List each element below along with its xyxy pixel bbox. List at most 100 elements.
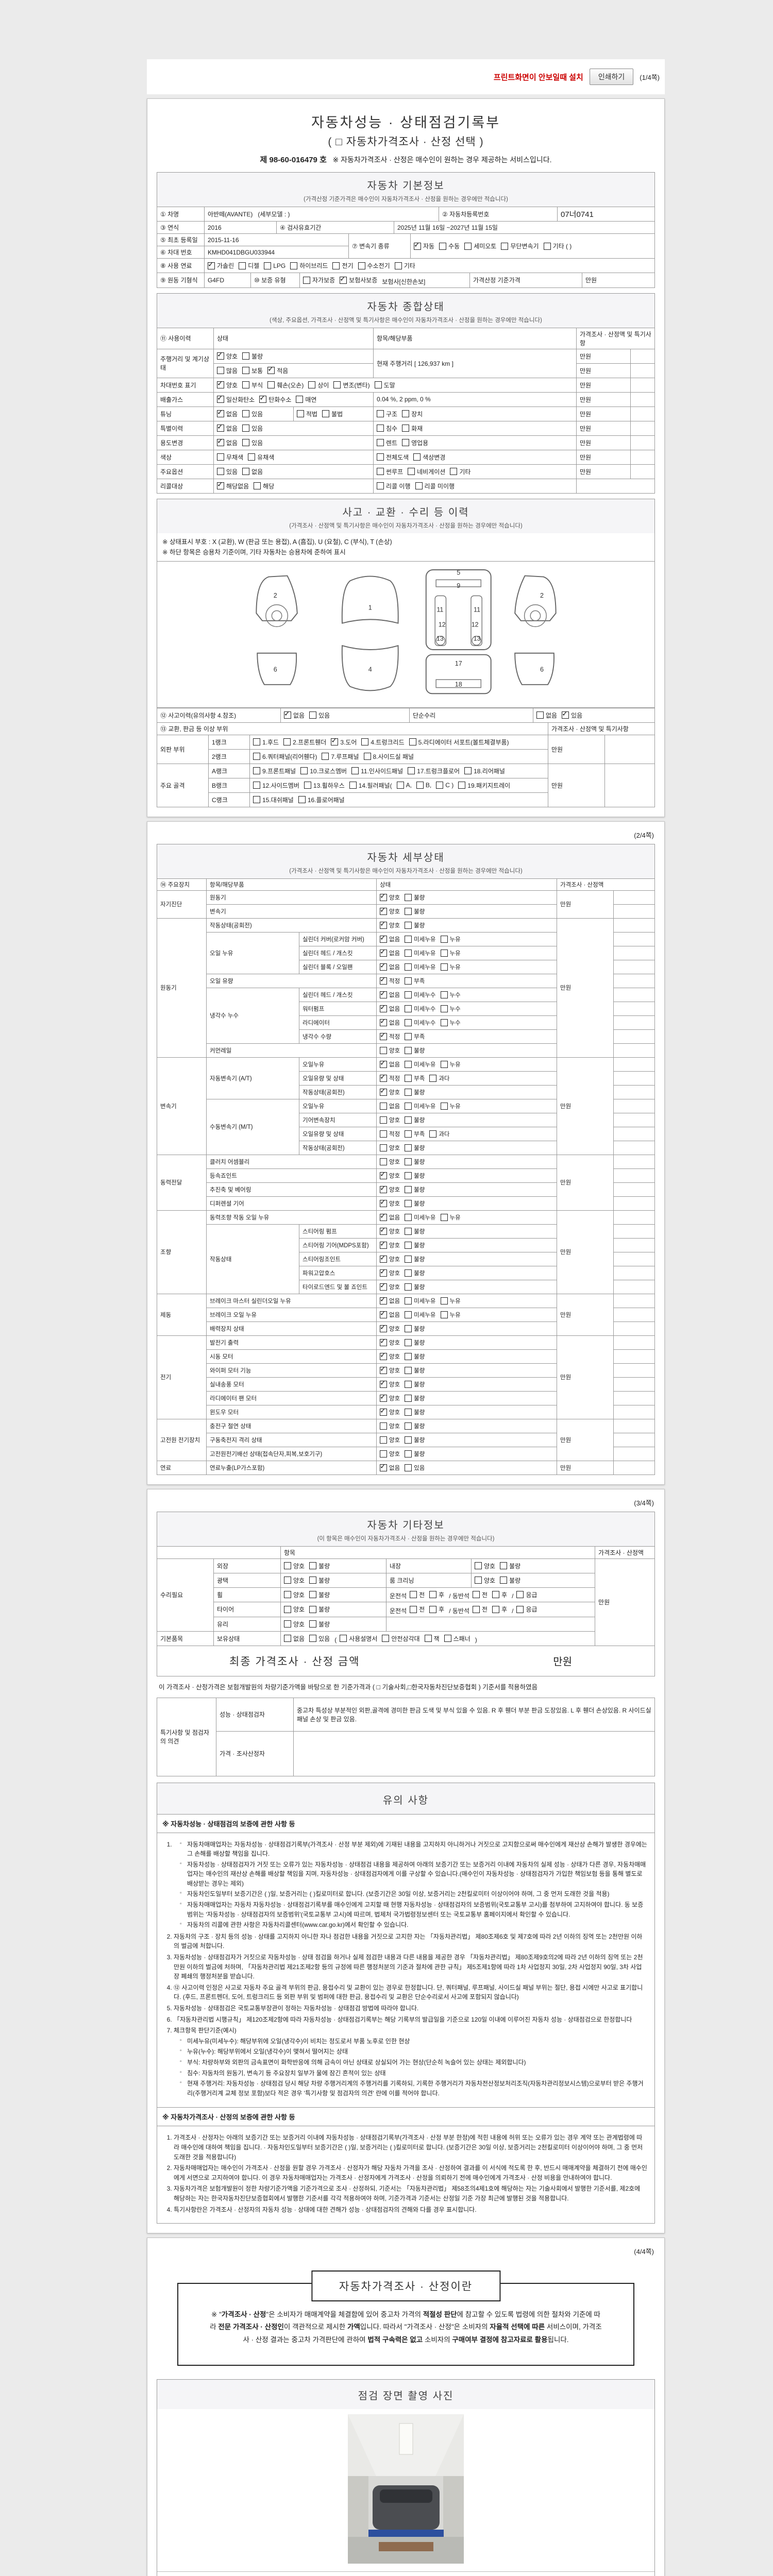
unchecked-checkbox-icon[interactable] bbox=[380, 1102, 387, 1110]
checkbox-option[interactable]: 없음 bbox=[284, 1634, 305, 1643]
checkbox-option[interactable]: B, bbox=[416, 782, 431, 789]
checkbox-option[interactable]: 불량 bbox=[405, 1450, 425, 1458]
checkbox-option[interactable]: 후 bbox=[492, 1590, 507, 1599]
checkbox-option[interactable]: 불량 bbox=[405, 1283, 425, 1291]
unchecked-checkbox-icon[interactable] bbox=[284, 1577, 291, 1584]
checked-checkbox-icon[interactable] bbox=[380, 1226, 387, 1235]
unchecked-checkbox-icon[interactable] bbox=[242, 352, 250, 360]
unchecked-checkbox-icon[interactable] bbox=[405, 1338, 412, 1346]
checkbox-option[interactable]: 9.프론트패널 bbox=[253, 767, 296, 775]
checkbox-option[interactable]: 미세누유 bbox=[405, 1213, 436, 1222]
unchecked-checkbox-icon[interactable] bbox=[396, 782, 404, 789]
checked-checkbox-icon[interactable] bbox=[340, 275, 347, 284]
checkbox-option[interactable]: 전 bbox=[410, 1590, 425, 1599]
unchecked-checkbox-icon[interactable] bbox=[405, 949, 412, 957]
checkbox-option[interactable]: 없음 bbox=[380, 1295, 400, 1305]
unchecked-checkbox-icon[interactable] bbox=[405, 1172, 412, 1179]
unchecked-checkbox-icon[interactable] bbox=[416, 782, 424, 789]
unchecked-checkbox-icon[interactable] bbox=[284, 1605, 291, 1613]
unchecked-checkbox-icon[interactable] bbox=[405, 1019, 412, 1026]
unchecked-checkbox-icon[interactable] bbox=[429, 1074, 437, 1082]
unchecked-checkbox-icon[interactable] bbox=[322, 410, 330, 417]
unchecked-checkbox-icon[interactable] bbox=[405, 893, 412, 901]
unchecked-checkbox-icon[interactable] bbox=[380, 1422, 387, 1430]
unchecked-checkbox-icon[interactable] bbox=[304, 782, 311, 789]
checked-checkbox-icon[interactable] bbox=[380, 1379, 387, 1388]
unchecked-checkbox-icon[interactable] bbox=[242, 468, 250, 475]
unchecked-checkbox-icon[interactable] bbox=[444, 1635, 451, 1642]
checkbox-option[interactable]: 누유 bbox=[440, 949, 461, 957]
checked-checkbox-icon[interactable] bbox=[380, 1323, 387, 1332]
checkbox-option[interactable]: 양호 bbox=[284, 1590, 305, 1599]
checkbox-option[interactable]: 양호 bbox=[380, 1337, 400, 1347]
checkbox-option[interactable]: 있음 bbox=[405, 1464, 425, 1472]
checkbox-option[interactable]: 부식 bbox=[242, 381, 263, 389]
checkbox-option[interactable]: 불량 bbox=[309, 1605, 330, 1614]
unchecked-checkbox-icon[interactable] bbox=[492, 1605, 500, 1613]
checkbox-option[interactable]: 12.사이드멤버 bbox=[253, 781, 299, 790]
checkbox-option[interactable]: 리콜 미이행 bbox=[415, 482, 455, 490]
checked-checkbox-icon[interactable] bbox=[380, 892, 387, 901]
unchecked-checkbox-icon[interactable] bbox=[377, 453, 384, 461]
checkbox-option[interactable]: 미세누유 bbox=[405, 1311, 436, 1319]
checkbox-option[interactable]: 불량 bbox=[405, 1241, 425, 1249]
checkbox-option[interactable]: 양호 bbox=[217, 350, 238, 361]
checkbox-option[interactable]: 누유 bbox=[440, 1297, 461, 1305]
checked-checkbox-icon[interactable] bbox=[380, 1406, 387, 1416]
checkbox-option[interactable]: 기타 bbox=[450, 467, 470, 476]
unchecked-checkbox-icon[interactable] bbox=[492, 1591, 500, 1598]
checkbox-option[interactable]: 미세누유 bbox=[405, 1297, 436, 1305]
checkbox-option[interactable]: 양호 bbox=[380, 906, 400, 916]
unchecked-checkbox-icon[interactable] bbox=[440, 1102, 448, 1110]
checkbox-option[interactable]: 6.쿼터패널(리어휀다) bbox=[253, 752, 317, 761]
checkbox-option[interactable]: 해당없음 bbox=[217, 480, 249, 490]
checkbox-option[interactable]: 있음 bbox=[309, 1634, 330, 1643]
unchecked-checkbox-icon[interactable] bbox=[405, 1199, 412, 1207]
checkbox-option[interactable]: 1.후드 bbox=[253, 738, 279, 747]
unchecked-checkbox-icon[interactable] bbox=[429, 1591, 437, 1598]
unchecked-checkbox-icon[interactable] bbox=[267, 381, 275, 388]
unchecked-checkbox-icon[interactable] bbox=[405, 921, 412, 929]
checked-checkbox-icon[interactable] bbox=[380, 1267, 387, 1277]
unchecked-checkbox-icon[interactable] bbox=[543, 242, 551, 250]
unchecked-checkbox-icon[interactable] bbox=[405, 1158, 412, 1165]
unchecked-checkbox-icon[interactable] bbox=[264, 262, 272, 269]
unchecked-checkbox-icon[interactable] bbox=[450, 468, 458, 475]
checkbox-option[interactable]: 미세누유 bbox=[405, 1102, 436, 1110]
checkbox-option[interactable]: 불량 bbox=[405, 893, 425, 902]
unchecked-checkbox-icon[interactable] bbox=[405, 907, 412, 915]
checkbox-option[interactable]: 누유 bbox=[440, 1060, 461, 1069]
checkbox-option[interactable]: 13.휠하우스 bbox=[304, 781, 345, 790]
unchecked-checkbox-icon[interactable] bbox=[405, 1283, 412, 1291]
checkbox-option[interactable]: 구조 bbox=[377, 410, 397, 418]
unchecked-checkbox-icon[interactable] bbox=[296, 396, 304, 403]
checkbox-option[interactable]: 불량 bbox=[405, 1269, 425, 1277]
checkbox-option[interactable]: 4.트렁크리드 bbox=[361, 738, 405, 747]
checkbox-option[interactable]: 자가보증 bbox=[303, 276, 335, 284]
checkbox-option[interactable]: 미세누유 bbox=[405, 1060, 436, 1069]
checkbox-option[interactable]: 불량 bbox=[405, 921, 425, 929]
unchecked-checkbox-icon[interactable] bbox=[501, 242, 509, 250]
checkbox-option[interactable]: 불량 bbox=[405, 1088, 425, 1096]
unchecked-checkbox-icon[interactable] bbox=[440, 1019, 448, 1026]
checked-checkbox-icon[interactable] bbox=[380, 1003, 387, 1012]
checkbox-option[interactable]: 양호 bbox=[380, 920, 400, 929]
unchecked-checkbox-icon[interactable] bbox=[405, 1297, 412, 1304]
checkbox-option[interactable]: 응급 bbox=[516, 1590, 537, 1599]
checkbox-option[interactable]: 양호 bbox=[380, 1253, 400, 1263]
checkbox-option[interactable]: 전 bbox=[410, 1605, 425, 1614]
unchecked-checkbox-icon[interactable] bbox=[429, 1605, 437, 1613]
checkbox-option[interactable]: 렌트 bbox=[377, 438, 397, 447]
unchecked-checkbox-icon[interactable] bbox=[405, 1269, 412, 1277]
checked-checkbox-icon[interactable] bbox=[380, 989, 387, 998]
unchecked-checkbox-icon[interactable] bbox=[217, 367, 224, 374]
checkbox-option[interactable]: 불량 bbox=[405, 1255, 425, 1263]
unchecked-checkbox-icon[interactable] bbox=[440, 991, 448, 998]
checkbox-option[interactable]: 불량 bbox=[405, 1436, 425, 1444]
checkbox-option[interactable]: 없음 bbox=[380, 1017, 400, 1027]
checkbox-option[interactable]: 양호 bbox=[380, 1351, 400, 1361]
unchecked-checkbox-icon[interactable] bbox=[424, 1635, 432, 1642]
unchecked-checkbox-icon[interactable] bbox=[405, 1450, 412, 1458]
checkbox-option[interactable]: 양호 bbox=[380, 1450, 400, 1458]
checked-checkbox-icon[interactable] bbox=[380, 934, 387, 943]
